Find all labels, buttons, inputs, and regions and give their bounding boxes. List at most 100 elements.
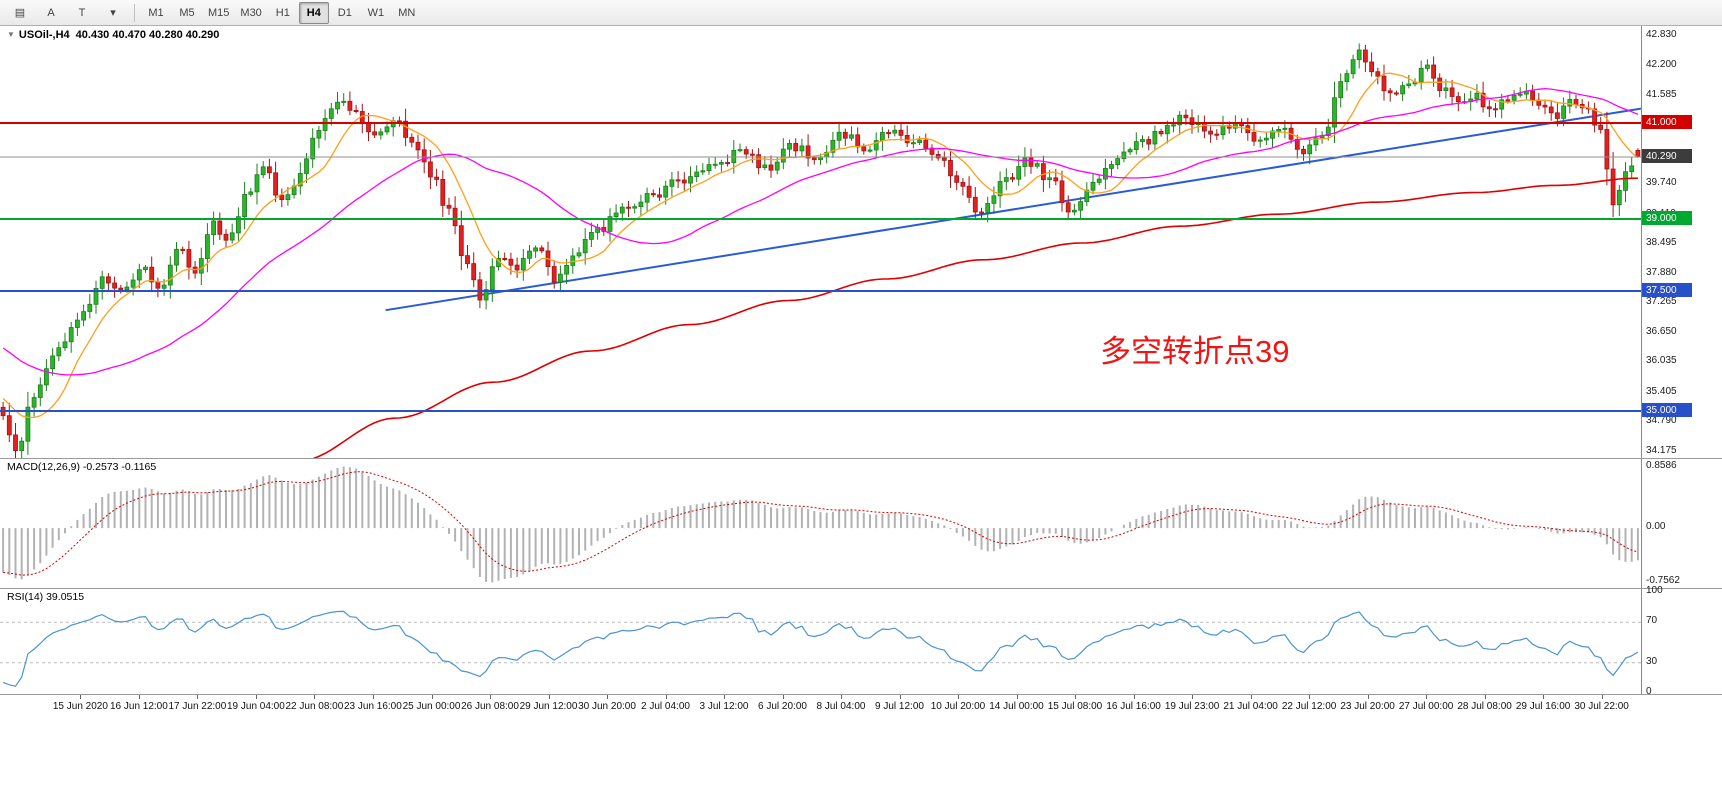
macd-axis: 0.8586 0.00 -0.7562 [1641, 459, 1722, 588]
axis-label: 70 [1646, 615, 1658, 627]
time-tick [314, 695, 316, 699]
axis-label: 41.585 [1646, 88, 1677, 100]
time-axis-label: 27 Jul 00:00 [1398, 701, 1454, 712]
macd-histogram [2, 466, 1639, 583]
time-axis-label: 19 Jul 23:00 [1164, 701, 1220, 712]
time-tick [1075, 695, 1076, 699]
price-panel[interactable]: 42.83042.20041.58540.97040.35539.74039.1… [0, 26, 1722, 458]
chart-annotation[interactable]: 多空转折点39 [1100, 334, 1290, 369]
time-axis-label: 19 Jun 04:00 [226, 701, 285, 712]
timeframe-button-mn[interactable]: MN [398, 6, 416, 19]
time-axis-label: 22 Jun 08:00 [285, 701, 344, 712]
axis-label: 34.790 [1646, 415, 1677, 427]
axis-label: 39.740 [1646, 177, 1677, 189]
trendline[interactable] [385, 107, 1641, 312]
time-axis-label: 29 Jul 16:00 [1515, 701, 1571, 712]
axis-label: 34.175 [1646, 444, 1677, 456]
time-axis-label: 25 Jun 00:00 [402, 701, 461, 712]
arrow-tool-button[interactable]: A [47, 6, 55, 19]
price-level-tag: 41.000 [1642, 114, 1692, 129]
axis-label: 100 [1646, 585, 1663, 597]
time-tick [958, 695, 959, 699]
axis-label: 37.265 [1646, 296, 1677, 308]
time-axis: 15 Jun 2020 16 Jun 12:00 17 Jun 22:00 19 Ju… [0, 694, 1722, 716]
axis-label: 0 [1646, 685, 1652, 697]
moving-averages [2, 72, 1639, 458]
macd-chart[interactable] [0, 460, 1641, 589]
timeframe-button-h4[interactable]: H4 [298, 1, 329, 24]
price-level-tag: 39.000 [1642, 210, 1692, 225]
chart-tools-group: ▤ A T ▾ [5, 2, 128, 24]
price-chart[interactable] [0, 26, 1641, 458]
chart-window-icon[interactable]: ▤ [14, 7, 26, 19]
horizontal-levels[interactable] [0, 122, 1641, 412]
time-axis-label: 17 Jun 22:00 [168, 701, 227, 712]
candlesticks [0, 43, 1641, 458]
time-axis-label: 9 Jul 12:00 [875, 701, 924, 712]
time-tick [548, 695, 550, 699]
time-axis-label: 30 Jun 20:00 [578, 701, 636, 712]
time-tick [1250, 695, 1252, 699]
time-axis-label: 6 Jul 20:00 [758, 701, 807, 712]
text-tool-button[interactable]: T [78, 6, 86, 19]
price-level-tag: 35.000 [1642, 402, 1692, 417]
time-axis-label: 15 Jul 08:00 [1047, 701, 1103, 712]
axis-label: 42.200 [1646, 59, 1677, 71]
timeframe-button-m5[interactable]: M5 [179, 6, 195, 19]
time-axis-label: 21 Jul 04:00 [1223, 701, 1278, 712]
time-tick [1601, 695, 1603, 699]
macd-panel[interactable]: 0.8586 0.00 -0.7562 MACD(12,26,9) -0.2573 … [0, 458, 1722, 588]
axis-label: 0.00 [1646, 521, 1666, 533]
time-tick [255, 695, 257, 699]
time-tick [1426, 695, 1428, 699]
timeframe-button-m1[interactable]: M1 [148, 6, 164, 19]
time-tick [899, 695, 901, 699]
axis-label: 30 [1646, 655, 1658, 667]
timeframe-button-m30[interactable]: M30 [240, 6, 262, 19]
toolbar-separator [134, 3, 135, 22]
timeframe-button-d1[interactable]: D1 [337, 6, 352, 19]
price-axis: 42.83042.20041.58540.97040.35539.74039.1… [1641, 26, 1722, 458]
axis-label: 42.830 [1646, 29, 1677, 41]
macd-signal-line [3, 471, 1639, 576]
time-axis-label: 3 Jul 12:00 [699, 701, 749, 712]
time-axis-label: 22 Jul 12:00 [1281, 701, 1337, 712]
axis-label: 36.035 [1646, 355, 1677, 367]
rsi-label: RSI(14) 39.0515 [7, 591, 85, 603]
rsi-chart[interactable] [0, 590, 1641, 695]
chart-window: 42.83042.20041.58540.97040.35539.74039.1… [0, 26, 1722, 716]
time-axis-label: 16 Jun 12:00 [109, 701, 168, 712]
time-tick [724, 695, 725, 699]
time-axis-label: 8 Jul 04:00 [816, 701, 866, 712]
time-tick [1367, 695, 1369, 699]
timeframe-button-h1[interactable]: H1 [275, 6, 290, 19]
time-tick [1543, 695, 1545, 699]
time-tick [1309, 695, 1311, 699]
time-axis-label: 30 Jul 22:00 [1574, 701, 1629, 712]
price-level-tag: 40.290 [1642, 149, 1692, 164]
axis-label: 35.405 [1646, 385, 1677, 397]
time-tick [197, 695, 199, 699]
rsi-panel[interactable]: 100 70 30 0 RSI(14) 39.0515 [0, 585, 1722, 697]
rsi-line [2, 610, 1639, 687]
timeframe-button-m15[interactable]: M15 [208, 6, 230, 19]
time-tick [607, 695, 608, 699]
time-axis-label: 23 Jun 16:00 [343, 701, 402, 712]
time-tick [782, 695, 784, 699]
macd-label: MACD(12,26,9) -0.2573 -0.1165 [7, 461, 157, 473]
chart-title: ▼ USOil-,H4 40.430 40.470 40.280 40.290 [7, 29, 219, 41]
time-axis-label: 15 Jun 2020 [52, 701, 108, 712]
time-tick [1133, 695, 1135, 699]
time-tick [138, 695, 140, 699]
timeframe-button-w1[interactable]: W1 [367, 6, 385, 19]
time-axis-label: 14 Jul 00:00 [989, 701, 1044, 712]
time-axis-label: 28 Jul 08:00 [1457, 701, 1512, 712]
time-tick [372, 695, 374, 699]
axis-label: 38.495 [1646, 237, 1677, 249]
time-axis-label: 29 Jun 12:00 [519, 701, 578, 712]
rsi-axis: 100 70 30 0 [1641, 585, 1722, 697]
collapse-icon[interactable]: ▼ [7, 30, 15, 39]
time-axis-label: 2 Jul 04:00 [641, 701, 690, 712]
time-tick [1192, 695, 1194, 699]
drawing-tools-dropdown[interactable]: ▾ [110, 7, 116, 19]
